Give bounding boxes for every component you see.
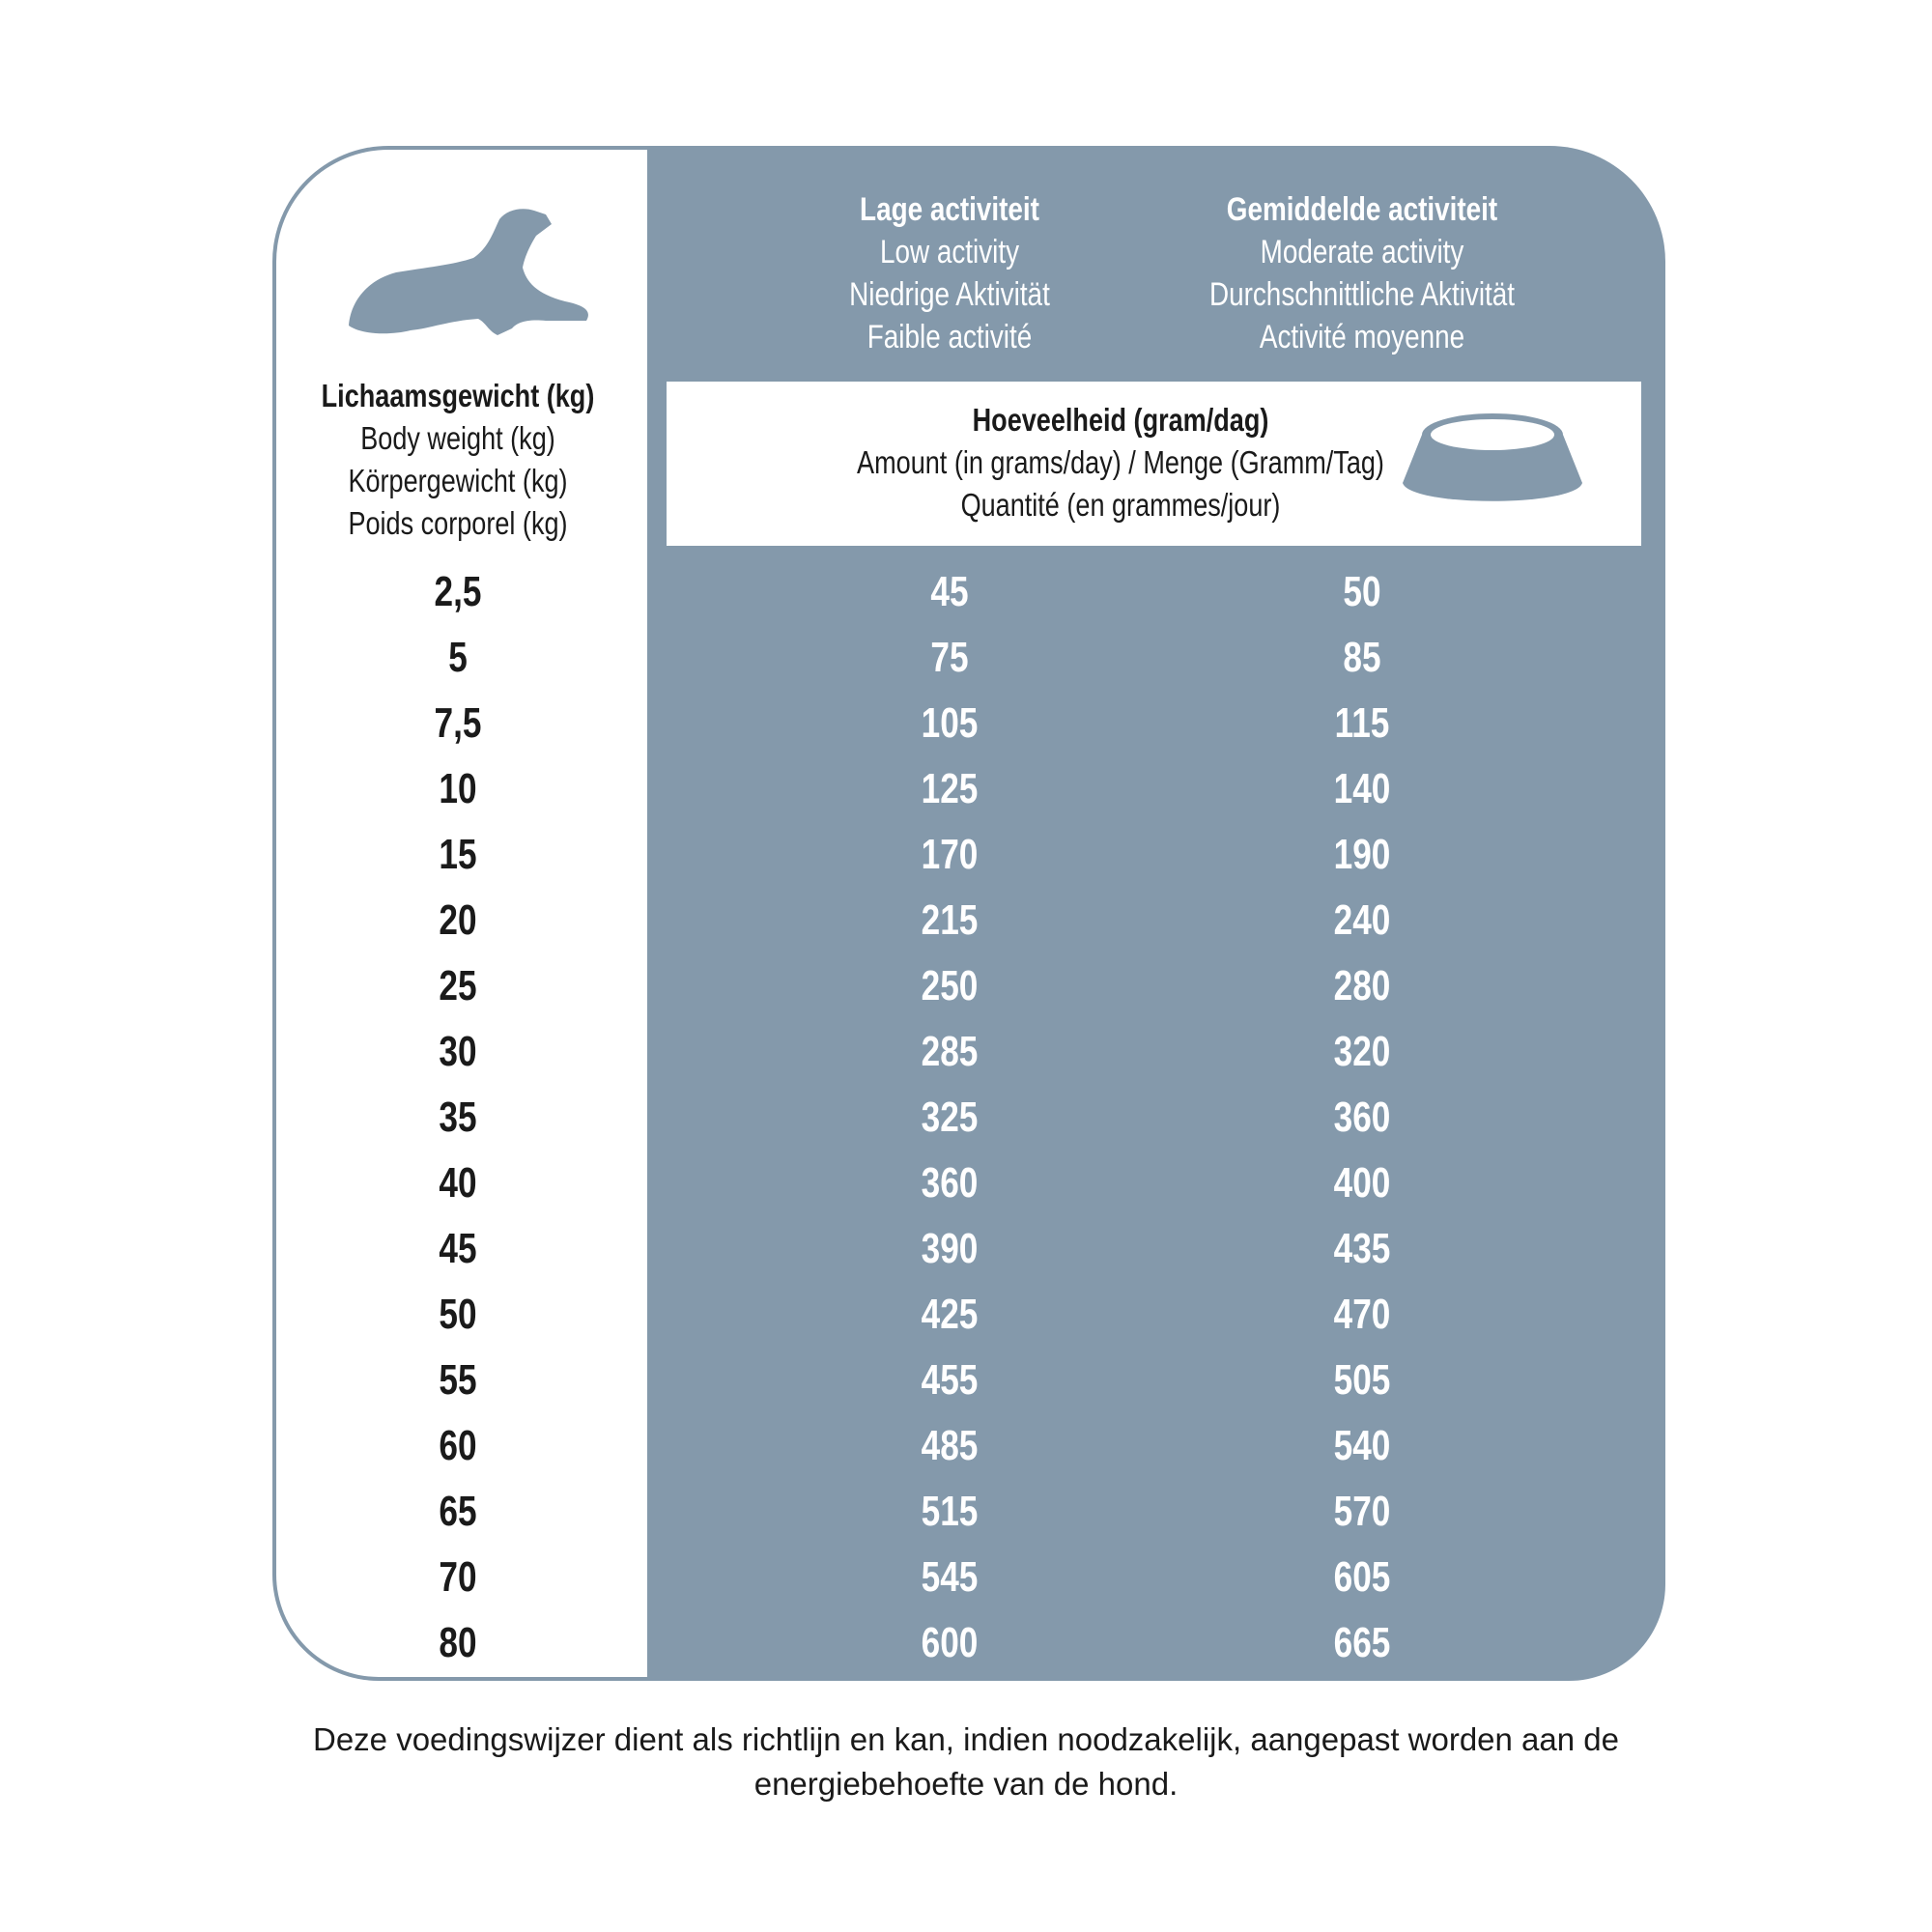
- table-row: 55 455 505: [0, 1353, 1932, 1419]
- header-french: Poids corporel (kg): [348, 505, 568, 541]
- low-activity-cell: 425: [921, 1291, 979, 1338]
- moderate-activity-cell: 320: [1333, 1028, 1391, 1075]
- table-row: 80 600 665: [0, 1616, 1932, 1682]
- weight-cell: 60: [439, 1422, 477, 1469]
- moderate-activity-cell: 605: [1333, 1553, 1391, 1601]
- table-row: 25 250 280: [0, 959, 1932, 1025]
- header-english: Low activity: [879, 234, 1020, 270]
- weight-cell: 5: [448, 634, 468, 681]
- moderate-activity-cell: 140: [1333, 765, 1391, 812]
- table-row: 2,5 45 50: [0, 565, 1932, 631]
- table-row: 70 545 605: [0, 1550, 1932, 1616]
- footer-line: Deze voedingswijzer dient als richtlijn …: [312, 1721, 1619, 1757]
- header-dutch: Lichaamsgewicht (kg): [321, 378, 595, 413]
- moderate-activity-cell: 540: [1333, 1422, 1391, 1469]
- header-german: Niedrige Aktivität: [849, 276, 1050, 313]
- moderate-activity-cell: 470: [1333, 1291, 1391, 1338]
- header-english: Moderate activity: [1260, 234, 1464, 270]
- moderate-activity-cell: 280: [1333, 962, 1391, 1009]
- moderate-activity-cell: 240: [1333, 896, 1391, 944]
- moderate-activity-cell: 115: [1334, 699, 1390, 747]
- low-activity-cell: 45: [930, 568, 969, 615]
- header-dutch: Gemiddelde activiteit: [1226, 191, 1498, 228]
- amount-dutch: Hoeveelheid (gram/dag): [972, 402, 1269, 438]
- weight-cell: 30: [439, 1028, 477, 1075]
- low-activity-cell: 250: [921, 962, 979, 1009]
- low-activity-cell: 105: [921, 699, 979, 747]
- moderate-activity-cell: 400: [1333, 1159, 1391, 1207]
- food-bowl-icon: [1403, 413, 1582, 501]
- header-german: Durchschnittliche Aktivität: [1208, 276, 1516, 313]
- body-weight-header: Lichaamsgewicht (kg) Body weight (kg) Kö…: [299, 375, 616, 545]
- table-row: 15 170 190: [0, 828, 1932, 894]
- low-activity-cell: 285: [921, 1028, 979, 1075]
- table-row: 40 360 400: [0, 1156, 1932, 1222]
- header-french: Faible activité: [867, 319, 1033, 355]
- footer-note: Deze voedingswijzer dient als richtlijn …: [290, 1718, 1642, 1806]
- header-french: Activité moyenne: [1259, 319, 1465, 355]
- column-header-moderate-activity: Gemiddelde activiteit Moderate activity …: [1164, 188, 1560, 358]
- weight-cell: 65: [439, 1488, 477, 1535]
- table-row: 50 425 470: [0, 1288, 1932, 1353]
- low-activity-cell: 390: [921, 1225, 979, 1272]
- weight-cell: 15: [439, 831, 477, 878]
- header-english: Body weight (kg): [360, 420, 555, 456]
- low-activity-cell: 75: [930, 634, 969, 681]
- weight-cell: 70: [439, 1553, 477, 1601]
- weight-cell: 20: [439, 896, 477, 944]
- weight-cell: 50: [439, 1291, 477, 1338]
- moderate-activity-cell: 360: [1333, 1094, 1391, 1141]
- amount-english-german: Amount (in grams/day) / Menge (Gramm/Tag…: [857, 444, 1384, 480]
- weight-cell: 45: [439, 1225, 477, 1272]
- moderate-activity-cell: 505: [1333, 1356, 1391, 1404]
- weight-cell: 55: [439, 1356, 477, 1404]
- weight-cell: 10: [439, 765, 477, 812]
- column-header-low-activity: Lage activiteit Low activity Niedrige Ak…: [752, 188, 1148, 358]
- weight-cell: 80: [439, 1619, 477, 1666]
- moderate-activity-cell: 435: [1333, 1225, 1391, 1272]
- amount-header-box: Hoeveelheid (gram/dag) Amount (in grams/…: [667, 382, 1641, 546]
- table-row: 45 390 435: [0, 1222, 1932, 1288]
- amount-french: Quantité (en grammes/jour): [960, 487, 1281, 523]
- low-activity-cell: 545: [921, 1553, 979, 1601]
- weight-cell: 35: [439, 1094, 477, 1141]
- table-row: 60 485 540: [0, 1419, 1932, 1485]
- low-activity-cell: 455: [921, 1356, 979, 1404]
- feeding-rows: 2,5 45 50 5 75 85 7,5 105 115 10 125 140 15 170 190 20 2…: [0, 565, 1932, 1682]
- low-activity-cell: 325: [921, 1094, 979, 1141]
- low-activity-cell: 360: [921, 1159, 979, 1207]
- moderate-activity-cell: 85: [1343, 634, 1381, 681]
- low-activity-cell: 515: [921, 1488, 979, 1535]
- header-german: Körpergewicht (kg): [348, 463, 568, 498]
- header-dutch: Lage activiteit: [860, 191, 1039, 228]
- table-row: 20 215 240: [0, 894, 1932, 959]
- table-row: 5 75 85: [0, 631, 1932, 696]
- weight-cell: 40: [439, 1159, 477, 1207]
- weight-cell: 7,5: [434, 699, 482, 747]
- lying-dog-silhouette-icon: [349, 209, 588, 335]
- weight-cell: 2,5: [434, 568, 482, 615]
- table-row: 10 125 140: [0, 762, 1932, 828]
- low-activity-cell: 170: [921, 831, 979, 878]
- weight-cell: 25: [439, 962, 477, 1009]
- moderate-activity-cell: 50: [1343, 568, 1381, 615]
- table-row: 35 325 360: [0, 1091, 1932, 1156]
- moderate-activity-cell: 665: [1333, 1619, 1391, 1666]
- low-activity-cell: 215: [921, 896, 979, 944]
- low-activity-cell: 485: [921, 1422, 979, 1469]
- low-activity-cell: 600: [921, 1619, 979, 1666]
- weight-column-background: [276, 150, 647, 1677]
- low-activity-cell: 125: [921, 765, 979, 812]
- moderate-activity-cell: 570: [1333, 1488, 1391, 1535]
- table-row: 65 515 570: [0, 1485, 1932, 1550]
- table-row: 30 285 320: [0, 1025, 1932, 1091]
- table-row: 7,5 105 115: [0, 696, 1932, 762]
- moderate-activity-cell: 190: [1333, 831, 1391, 878]
- footer-line: energiebehoefte van de hond.: [753, 1766, 1179, 1802]
